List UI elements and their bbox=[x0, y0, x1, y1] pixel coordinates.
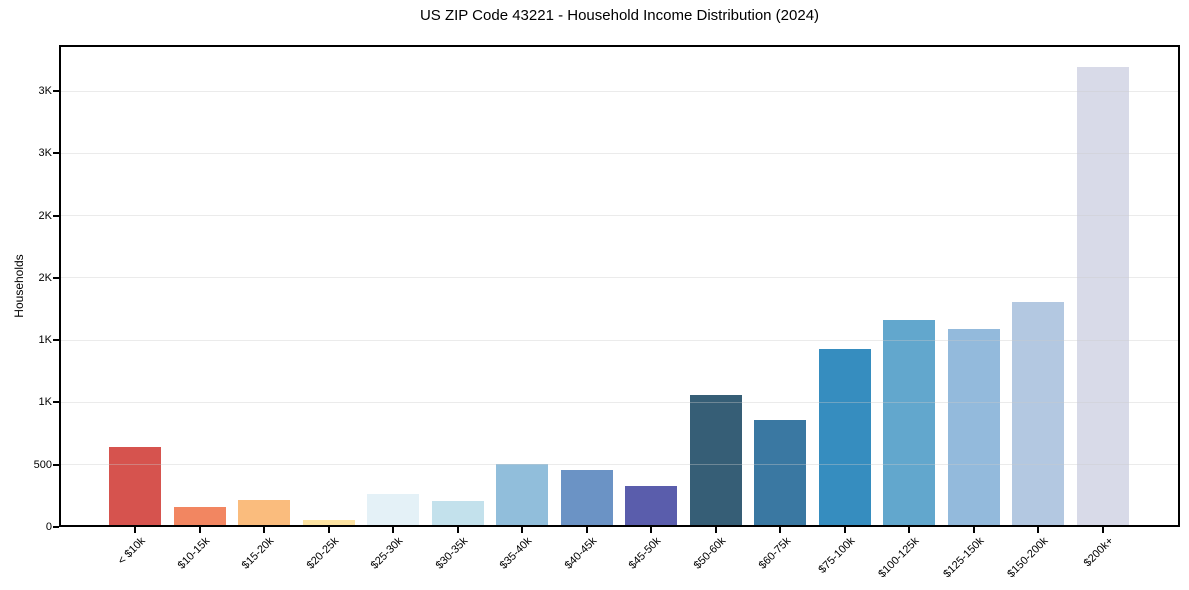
y-tick-mark bbox=[53, 276, 59, 279]
x-tick-label: $15-20k bbox=[239, 535, 277, 572]
bar bbox=[947, 328, 1000, 527]
x-tick-mark bbox=[456, 527, 459, 533]
x-tick-label: $20-25k bbox=[304, 535, 342, 572]
x-tick-mark bbox=[392, 527, 395, 533]
x-tick-mark bbox=[843, 527, 846, 533]
x-tick-mark bbox=[198, 527, 201, 533]
x-tick-mark bbox=[585, 527, 588, 533]
y-tick-mark bbox=[53, 401, 59, 404]
x-tick-label: $25-30k bbox=[369, 535, 406, 572]
bar bbox=[302, 519, 355, 527]
x-tick-mark bbox=[779, 527, 782, 533]
y-tick-mark bbox=[53, 90, 59, 93]
chart-title: US ZIP Code 43221 - Household Income Dis… bbox=[419, 7, 820, 24]
y-axis-title: Households bbox=[12, 254, 26, 318]
bar bbox=[818, 348, 871, 527]
x-tick-label: $30-35k bbox=[433, 535, 471, 572]
y-tick-mark bbox=[53, 152, 59, 155]
y-tick-label: 3K bbox=[38, 147, 52, 160]
x-tick-label: $10-15k bbox=[175, 535, 213, 572]
gridline bbox=[59, 464, 1180, 466]
x-tick-label: $45-50k bbox=[627, 535, 664, 572]
gridline bbox=[59, 339, 1180, 341]
x-tick-mark bbox=[134, 527, 136, 533]
bar bbox=[173, 507, 226, 527]
y-tick-label: 2K bbox=[38, 209, 52, 222]
bar bbox=[625, 485, 678, 527]
x-tick-label: $150-200k bbox=[1005, 535, 1051, 581]
x-tick-label: $100-125k bbox=[876, 535, 922, 581]
y-tick-label: 500 bbox=[33, 458, 52, 471]
x-tick-label: $60-75k bbox=[756, 535, 793, 572]
bar bbox=[1076, 67, 1129, 527]
gridline bbox=[59, 215, 1180, 217]
x-tick-mark bbox=[972, 527, 975, 533]
y-tick-mark bbox=[53, 339, 59, 342]
bar bbox=[431, 500, 484, 527]
y-tick-label: 2K bbox=[38, 271, 52, 284]
gridline bbox=[59, 152, 1180, 154]
y-tick-label: 1K bbox=[38, 396, 52, 409]
bar bbox=[883, 320, 936, 527]
bar bbox=[754, 419, 807, 527]
x-tick-label: $40-45k bbox=[562, 535, 600, 572]
x-tick-mark bbox=[908, 527, 911, 533]
x-tick-mark bbox=[1037, 527, 1040, 533]
bar bbox=[367, 493, 420, 527]
y-tick-mark bbox=[53, 214, 59, 217]
x-tick-mark bbox=[714, 527, 717, 533]
gridline bbox=[59, 90, 1180, 92]
x-tick-label: $75-100k bbox=[816, 535, 858, 576]
x-tick-mark bbox=[1101, 527, 1104, 533]
x-tick-label: $50-60k bbox=[691, 535, 729, 572]
x-tick-label: $200k+ bbox=[1081, 535, 1116, 570]
bar bbox=[1012, 301, 1065, 527]
bar bbox=[689, 394, 742, 527]
gridline bbox=[59, 277, 1180, 279]
bar bbox=[560, 470, 613, 527]
bar bbox=[109, 446, 161, 527]
y-tick-label: 3K bbox=[38, 85, 52, 98]
y-tick-label: 1K bbox=[38, 334, 52, 347]
x-tick-label: < $10k bbox=[115, 535, 148, 568]
x-tick-label: $125-150k bbox=[941, 535, 987, 581]
x-tick-mark bbox=[263, 527, 266, 533]
y-tick-mark bbox=[53, 463, 59, 466]
x-tick-mark bbox=[327, 527, 330, 533]
x-tick-mark bbox=[521, 527, 524, 533]
x-tick-mark bbox=[650, 527, 653, 533]
gridline bbox=[59, 401, 1180, 403]
bar bbox=[496, 464, 549, 527]
y-tick-label: 0 bbox=[45, 521, 52, 533]
bar bbox=[238, 499, 291, 527]
y-tick-mark bbox=[53, 526, 59, 528]
x-tick-label: $35-40k bbox=[498, 535, 535, 572]
